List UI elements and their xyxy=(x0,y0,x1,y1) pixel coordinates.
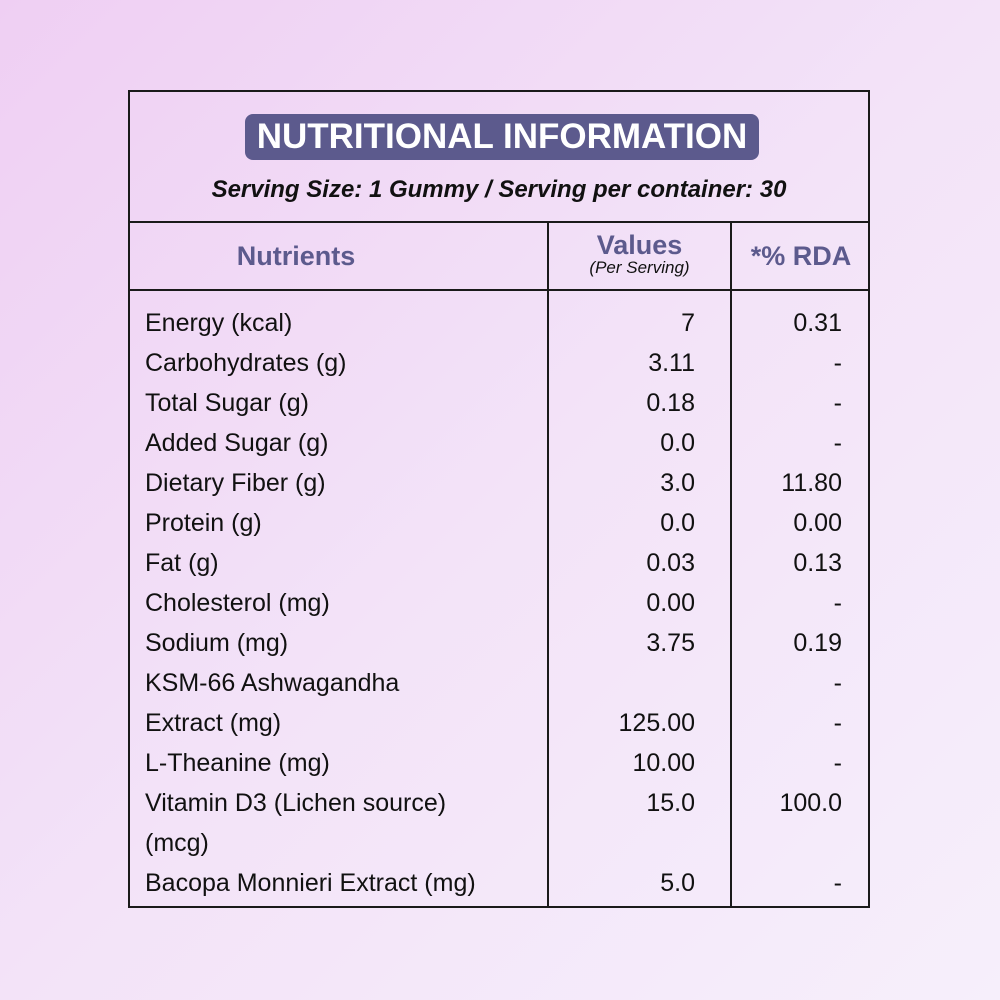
table-row: Added Sugar (g) 0.0 - xyxy=(130,423,868,463)
nutrient-value: 3.11 xyxy=(648,349,695,377)
nutrient-rda: - xyxy=(833,749,842,777)
nutrient-value: 3.0 xyxy=(660,469,695,497)
nutrient-value: 15.0 xyxy=(646,789,695,817)
title-section: NUTRITIONAL INFORMATION Serving Size: 1 … xyxy=(130,92,868,223)
table-row: KSM-66 Ashwagandha - xyxy=(130,663,868,703)
nutrient-rda: 0.00 xyxy=(793,509,842,537)
nutrient-value: 0.0 xyxy=(660,509,695,537)
nutrient-name: Added Sugar (g) xyxy=(145,429,329,457)
nutrient-name: Total Sugar (g) xyxy=(145,389,309,417)
nutrient-rda: - xyxy=(833,589,842,617)
table-row: Bacopa Monnieri Extract (mg) 5.0 - xyxy=(130,863,868,903)
table-row: Cholesterol (mg) 0.00 - xyxy=(130,583,868,623)
table-row: Vitamin D3 (Lichen source) (mcg) 15.0 10… xyxy=(130,783,868,863)
nutrient-rda: - xyxy=(833,389,842,417)
column-header-nutrients: Nutrients xyxy=(236,241,356,271)
nutrient-rda: 0.19 xyxy=(793,629,842,657)
serving-info: Serving Size: 1 Gummy / Serving per cont… xyxy=(211,176,787,203)
nutrient-rda: - xyxy=(833,869,842,897)
nutrient-name: Carbohydrates (g) xyxy=(145,349,347,377)
page-title: NUTRITIONAL INFORMATION xyxy=(245,114,759,160)
table-row: Protein (g) 0.0 0.00 xyxy=(130,503,868,543)
nutrient-rda: 0.31 xyxy=(793,309,842,337)
nutrition-panel: NUTRITIONAL INFORMATION Serving Size: 1 … xyxy=(128,90,870,908)
nutrient-value: 0.0 xyxy=(660,429,695,457)
column-header-values-subtitle: (Per Serving) xyxy=(589,258,690,277)
column-divider xyxy=(730,223,732,906)
nutrient-rda: 100.0 xyxy=(779,789,842,817)
nutrient-value: 7 xyxy=(681,309,695,337)
nutrient-name: Vitamin D3 (Lichen source) (mcg) xyxy=(145,789,447,857)
table-row: Carbohydrates (g) 3.11 - xyxy=(130,343,868,383)
table-header: Nutrients Values (Per Serving) *% RDA xyxy=(130,223,868,291)
nutrient-value: 10.00 xyxy=(632,749,695,777)
nutrient-name: Protein (g) xyxy=(145,509,262,537)
table-row: Dietary Fiber (g) 3.0 11.80 xyxy=(130,463,868,503)
nutrient-name: KSM-66 Ashwagandha xyxy=(145,669,400,697)
table-row: Extract (mg) 125.00 - xyxy=(130,703,868,743)
nutrient-name: Dietary Fiber (g) xyxy=(145,469,326,497)
table-row: Sodium (mg) 3.75 0.19 xyxy=(130,623,868,663)
nutrient-rda: - xyxy=(833,349,842,377)
nutrient-name: Fat (g) xyxy=(145,549,219,577)
nutrient-rda: 11.80 xyxy=(781,469,842,497)
nutrient-name: Energy (kcal) xyxy=(145,309,293,337)
nutrient-value: 0.00 xyxy=(646,589,695,617)
column-divider xyxy=(547,223,549,906)
table-row: Total Sugar (g) 0.18 - xyxy=(130,383,868,423)
nutrient-name: Cholesterol (mg) xyxy=(145,589,330,617)
nutrient-value: 0.03 xyxy=(646,549,695,577)
column-header-rda: *% RDA xyxy=(750,241,852,271)
nutrient-value: 5.0 xyxy=(660,869,695,897)
nutrient-value: 3.75 xyxy=(646,629,695,657)
nutrient-name: Bacopa Monnieri Extract (mg) xyxy=(145,869,476,897)
nutrient-value: 125.00 xyxy=(618,709,695,737)
nutrient-name: L-Theanine (mg) xyxy=(145,749,330,777)
nutrient-rda: - xyxy=(833,709,842,737)
nutrient-rda: - xyxy=(833,669,842,697)
nutrient-rda: 0.13 xyxy=(793,549,842,577)
table-body: Energy (kcal) 7 0.31 Carbohydrates (g) 3… xyxy=(130,303,868,903)
nutrient-name: Extract (mg) xyxy=(145,709,282,737)
nutrient-rda: - xyxy=(833,429,842,457)
column-header-values: Values xyxy=(596,230,683,260)
nutrient-value: 0.18 xyxy=(646,389,695,417)
table-row: L-Theanine (mg) 10.00 - xyxy=(130,743,868,783)
table-row: Energy (kcal) 7 0.31 xyxy=(130,303,868,343)
table-row: Fat (g) 0.03 0.13 xyxy=(130,543,868,583)
nutrient-name: Sodium (mg) xyxy=(145,629,289,657)
